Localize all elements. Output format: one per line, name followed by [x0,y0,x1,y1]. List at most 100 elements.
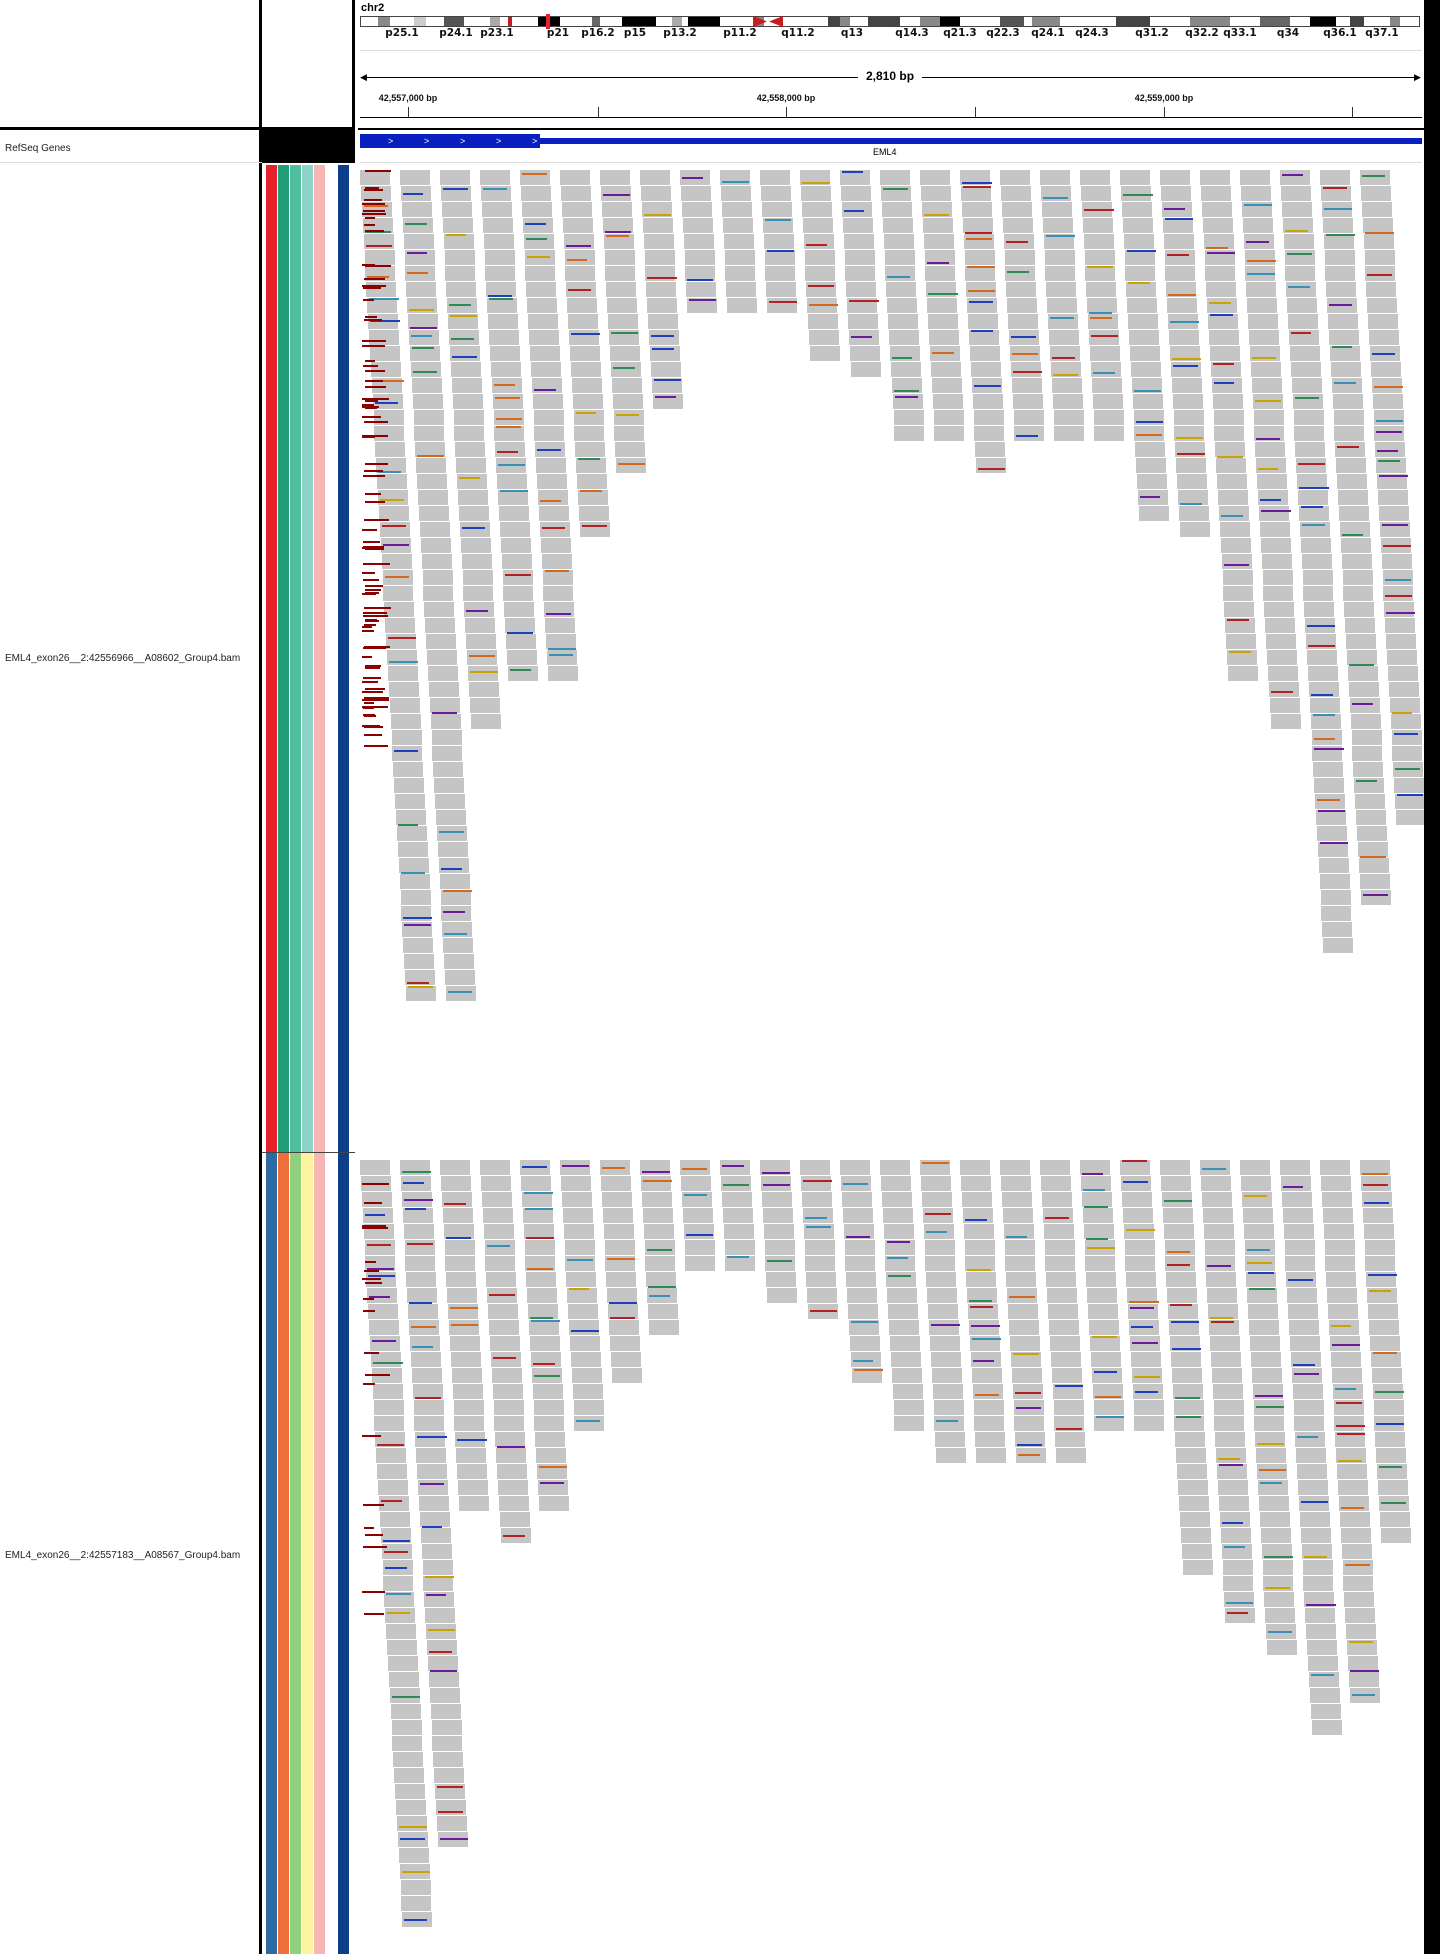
aligned-read[interactable] [1282,1208,1313,1223]
aligned-read[interactable] [1042,1208,1073,1223]
aligned-read[interactable] [1360,170,1390,185]
aligned-read[interactable] [1251,378,1282,393]
aligned-read[interactable] [971,1368,1002,1383]
cytoband[interactable] [1230,16,1260,27]
aligned-read[interactable] [1047,1288,1078,1303]
aligned-read[interactable] [600,186,631,201]
aligned-read[interactable] [1011,378,1042,393]
aligned-read[interactable] [965,266,996,281]
aligned-read[interactable] [367,298,398,313]
aligned-read[interactable] [723,234,754,249]
aligned-read[interactable] [561,1192,592,1207]
aligned-read[interactable] [960,170,990,185]
aligned-read[interactable] [615,442,646,457]
aligned-read[interactable] [1330,362,1361,377]
aligned-read[interactable] [1202,218,1233,233]
aligned-read[interactable] [1049,330,1079,345]
aligned-read[interactable] [458,490,488,505]
aligned-read[interactable] [1388,682,1419,697]
aligned-read[interactable] [1087,298,1118,313]
attribute-strip-bam1[interactable] [262,165,355,1153]
aligned-read[interactable] [1227,666,1258,681]
aligned-read[interactable] [1084,250,1115,265]
aligned-read[interactable] [1046,1272,1077,1287]
cytoband[interactable] [1310,16,1336,27]
aligned-read[interactable] [458,1496,489,1511]
aligned-read[interactable] [1302,570,1333,585]
aligned-read[interactable] [1365,1256,1396,1271]
aligned-read[interactable] [562,1208,593,1223]
aligned-read[interactable] [722,1208,753,1223]
cytoband[interactable] [850,16,868,27]
aligned-read[interactable] [400,1880,431,1895]
aligned-read[interactable] [600,1176,631,1191]
aligned-read[interactable] [1162,218,1193,233]
aligned-read[interactable] [606,282,637,297]
aligned-read[interactable] [684,250,715,265]
aligned-read[interactable] [1282,218,1313,233]
aligned-read[interactable] [1303,586,1334,601]
aligned-read[interactable] [1383,586,1414,601]
aligned-read[interactable] [390,1704,421,1719]
aligned-read[interactable] [1305,1608,1336,1623]
aligned-read[interactable] [922,218,953,233]
aligned-read[interactable] [1263,586,1294,601]
aligned-read[interactable] [1296,458,1327,473]
aligned-read[interactable] [529,330,559,345]
aligned-read[interactable] [383,1576,414,1591]
aligned-read[interactable] [1040,1176,1071,1191]
aligned-read[interactable] [369,1336,400,1351]
aligned-read[interactable] [1177,1464,1208,1479]
aligned-read[interactable] [498,1480,528,1495]
aligned-read[interactable] [1213,1400,1244,1415]
aligned-read[interactable] [1341,1544,1372,1559]
gene-name-label[interactable]: EML4 [873,147,897,157]
aligned-read[interactable] [809,346,840,361]
aligned-read[interactable] [568,1304,599,1319]
aligned-read[interactable] [1091,378,1122,393]
aligned-read[interactable] [1381,554,1412,569]
aligned-read[interactable] [395,1784,426,1799]
aligned-read[interactable] [972,1384,1003,1399]
aligned-read[interactable] [461,554,492,569]
aligned-read[interactable] [1356,810,1386,825]
aligned-read[interactable] [1297,474,1328,489]
aligned-read[interactable] [1340,538,1371,553]
aligned-read[interactable] [682,1208,713,1223]
aligned-read[interactable] [881,202,912,217]
aligned-read[interactable] [464,602,495,617]
aligned-read[interactable] [1290,362,1321,377]
ideogram[interactable]: p25.1 p24.1 p23.1 p21 p16.2 p15 p13.2 p11.2 q11.… [360,0,1422,45]
aligned-read[interactable] [721,202,752,217]
aligned-read[interactable] [804,1240,835,1255]
aligned-read[interactable] [922,1208,953,1223]
aligned-read[interactable] [1090,1352,1121,1367]
aligned-read[interactable] [489,346,520,361]
aligned-read[interactable] [1352,746,1383,761]
aligned-read[interactable] [807,1288,838,1303]
cytoband[interactable] [414,16,426,27]
aligned-read[interactable] [1211,378,1242,393]
aligned-read[interactable] [930,362,961,377]
aligned-read[interactable] [1280,1176,1311,1191]
aligned-read[interactable] [1298,506,1329,521]
cytoband[interactable] [720,16,756,27]
aligned-read[interactable] [540,538,571,553]
aligned-read[interactable] [414,426,445,441]
aligned-read[interactable] [1280,1160,1310,1175]
aligned-read[interactable] [1286,282,1317,297]
aligned-read[interactable] [396,1816,427,1831]
aligned-read[interactable] [930,1352,961,1367]
aligned-read[interactable] [1176,1448,1207,1463]
aligned-read[interactable] [1002,218,1033,233]
aligned-read[interactable] [563,1224,594,1239]
aligned-read[interactable] [1288,314,1319,329]
aligned-read[interactable] [538,490,568,505]
cytoband[interactable] [940,16,960,27]
cytoband[interactable] [378,16,390,27]
aligned-read[interactable] [1321,906,1352,921]
aligned-read[interactable] [1361,202,1392,217]
aligned-read[interactable] [410,362,441,377]
aligned-read[interactable] [1085,1256,1116,1271]
aligned-read[interactable] [1259,1512,1290,1527]
